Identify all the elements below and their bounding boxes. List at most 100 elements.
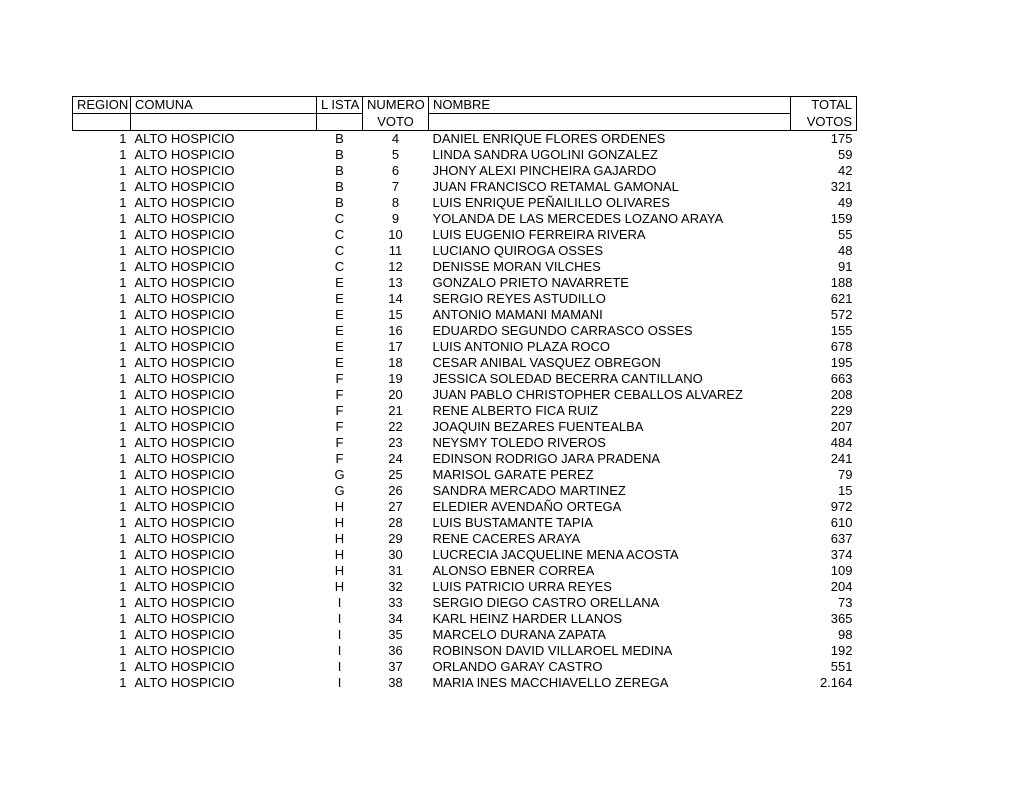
cell-nombre: JHONY ALEXI PINCHEIRA GAJARDO [429,163,791,179]
cell-lista: I [317,643,363,659]
cell-total: 229 [791,403,857,419]
cell-total: 208 [791,387,857,403]
cell-total: 621 [791,291,857,307]
cell-numero: 11 [363,243,429,259]
table-container: REGION COMUNA L ISTA NUMERO NOMBRE TOTAL… [72,96,856,691]
header-numero-bot: VOTO [363,114,429,131]
cell-total: 204 [791,579,857,595]
cell-lista: F [317,387,363,403]
cell-total: 207 [791,419,857,435]
cell-nombre: LUIS BUSTAMANTE TAPIA [429,515,791,531]
cell-comuna: ALTO HOSPICIO [131,147,317,163]
cell-nombre: YOLANDA DE LAS MERCEDES LOZANO ARAYA [429,211,791,227]
cell-total: 637 [791,531,857,547]
cell-total: 175 [791,131,857,148]
cell-region: 1 [73,163,131,179]
cell-numero: 27 [363,499,429,515]
cell-nombre: MARISOL GARATE PEREZ [429,467,791,483]
table-row: 1ALTO HOSPICIOC11LUCIANO QUIROGA OSSES48 [73,243,857,259]
cell-total: 241 [791,451,857,467]
cell-lista: H [317,499,363,515]
cell-region: 1 [73,307,131,323]
cell-region: 1 [73,499,131,515]
table-row: 1ALTO HOSPICIOE14SERGIO REYES ASTUDILLO6… [73,291,857,307]
cell-numero: 9 [363,211,429,227]
table-row: 1ALTO HOSPICIOF22JOAQUIN BEZARES FUENTEA… [73,419,857,435]
cell-nombre: ANTONIO MAMANI MAMANI [429,307,791,323]
cell-numero: 37 [363,659,429,675]
cell-numero: 35 [363,627,429,643]
cell-region: 1 [73,643,131,659]
cell-comuna: ALTO HOSPICIO [131,467,317,483]
cell-total: 15 [791,483,857,499]
cell-total: 73 [791,595,857,611]
cell-comuna: ALTO HOSPICIO [131,451,317,467]
cell-lista: F [317,419,363,435]
cell-comuna: ALTO HOSPICIO [131,595,317,611]
cell-lista: H [317,579,363,595]
cell-total: 155 [791,323,857,339]
cell-region: 1 [73,227,131,243]
cell-comuna: ALTO HOSPICIO [131,435,317,451]
cell-comuna: ALTO HOSPICIO [131,531,317,547]
cell-total: 572 [791,307,857,323]
cell-total: 972 [791,499,857,515]
table-row: 1ALTO HOSPICIOF24EDINSON RODRIGO JARA PR… [73,451,857,467]
cell-total: 195 [791,355,857,371]
cell-region: 1 [73,403,131,419]
table-row: 1ALTO HOSPICIOF23NEYSMY TOLEDO RIVEROS48… [73,435,857,451]
table-row: 1ALTO HOSPICIOG25MARISOL GARATE PEREZ79 [73,467,857,483]
page: REGION COMUNA L ISTA NUMERO NOMBRE TOTAL… [0,0,1020,788]
cell-nombre: SERGIO REYES ASTUDILLO [429,291,791,307]
cell-region: 1 [73,275,131,291]
header-row-2: VOTO VOTOS [73,114,857,131]
cell-nombre: SANDRA MERCADO MARTINEZ [429,483,791,499]
cell-nombre: LUIS ANTONIO PLAZA ROCO [429,339,791,355]
cell-lista: C [317,259,363,275]
cell-region: 1 [73,131,131,148]
cell-region: 1 [73,579,131,595]
cell-numero: 18 [363,355,429,371]
cell-comuna: ALTO HOSPICIO [131,403,317,419]
cell-numero: 8 [363,195,429,211]
cell-region: 1 [73,323,131,339]
cell-numero: 34 [363,611,429,627]
table-row: 1ALTO HOSPICIOB8LUIS ENRIQUE PEÑAILILLO … [73,195,857,211]
cell-comuna: ALTO HOSPICIO [131,675,317,691]
cell-comuna: ALTO HOSPICIO [131,547,317,563]
table-row: 1ALTO HOSPICIOE18CESAR ANIBAL VASQUEZ OB… [73,355,857,371]
cell-numero: 28 [363,515,429,531]
cell-comuna: ALTO HOSPICIO [131,323,317,339]
cell-lista: H [317,547,363,563]
cell-nombre: LINDA SANDRA UGOLINI GONZALEZ [429,147,791,163]
cell-total: 551 [791,659,857,675]
cell-total: 55 [791,227,857,243]
table-row: 1ALTO HOSPICIOI38MARIA INES MACCHIAVELLO… [73,675,857,691]
cell-lista: B [317,131,363,148]
cell-total: 188 [791,275,857,291]
cell-numero: 30 [363,547,429,563]
cell-lista: B [317,147,363,163]
cell-comuna: ALTO HOSPICIO [131,499,317,515]
cell-lista: H [317,563,363,579]
cell-nombre: JUAN FRANCISCO RETAMAL GAMONAL [429,179,791,195]
cell-numero: 17 [363,339,429,355]
cell-numero: 22 [363,419,429,435]
header-empty-4 [429,114,791,131]
cell-comuna: ALTO HOSPICIO [131,179,317,195]
cell-numero: 14 [363,291,429,307]
cell-region: 1 [73,291,131,307]
cell-numero: 23 [363,435,429,451]
cell-region: 1 [73,259,131,275]
table-row: 1ALTO HOSPICIOB4DANIEL ENRIQUE FLORES OR… [73,131,857,148]
cell-lista: B [317,179,363,195]
cell-numero: 4 [363,131,429,148]
cell-nombre: LUIS PATRICIO URRA REYES [429,579,791,595]
cell-lista: E [317,323,363,339]
cell-nombre: KARL HEINZ HARDER LLANOS [429,611,791,627]
header-total-top: TOTAL [791,97,857,114]
cell-nombre: JESSICA SOLEDAD BECERRA CANTILLANO [429,371,791,387]
cell-lista: I [317,675,363,691]
cell-total: 42 [791,163,857,179]
cell-nombre: EDUARDO SEGUNDO CARRASCO OSSES [429,323,791,339]
